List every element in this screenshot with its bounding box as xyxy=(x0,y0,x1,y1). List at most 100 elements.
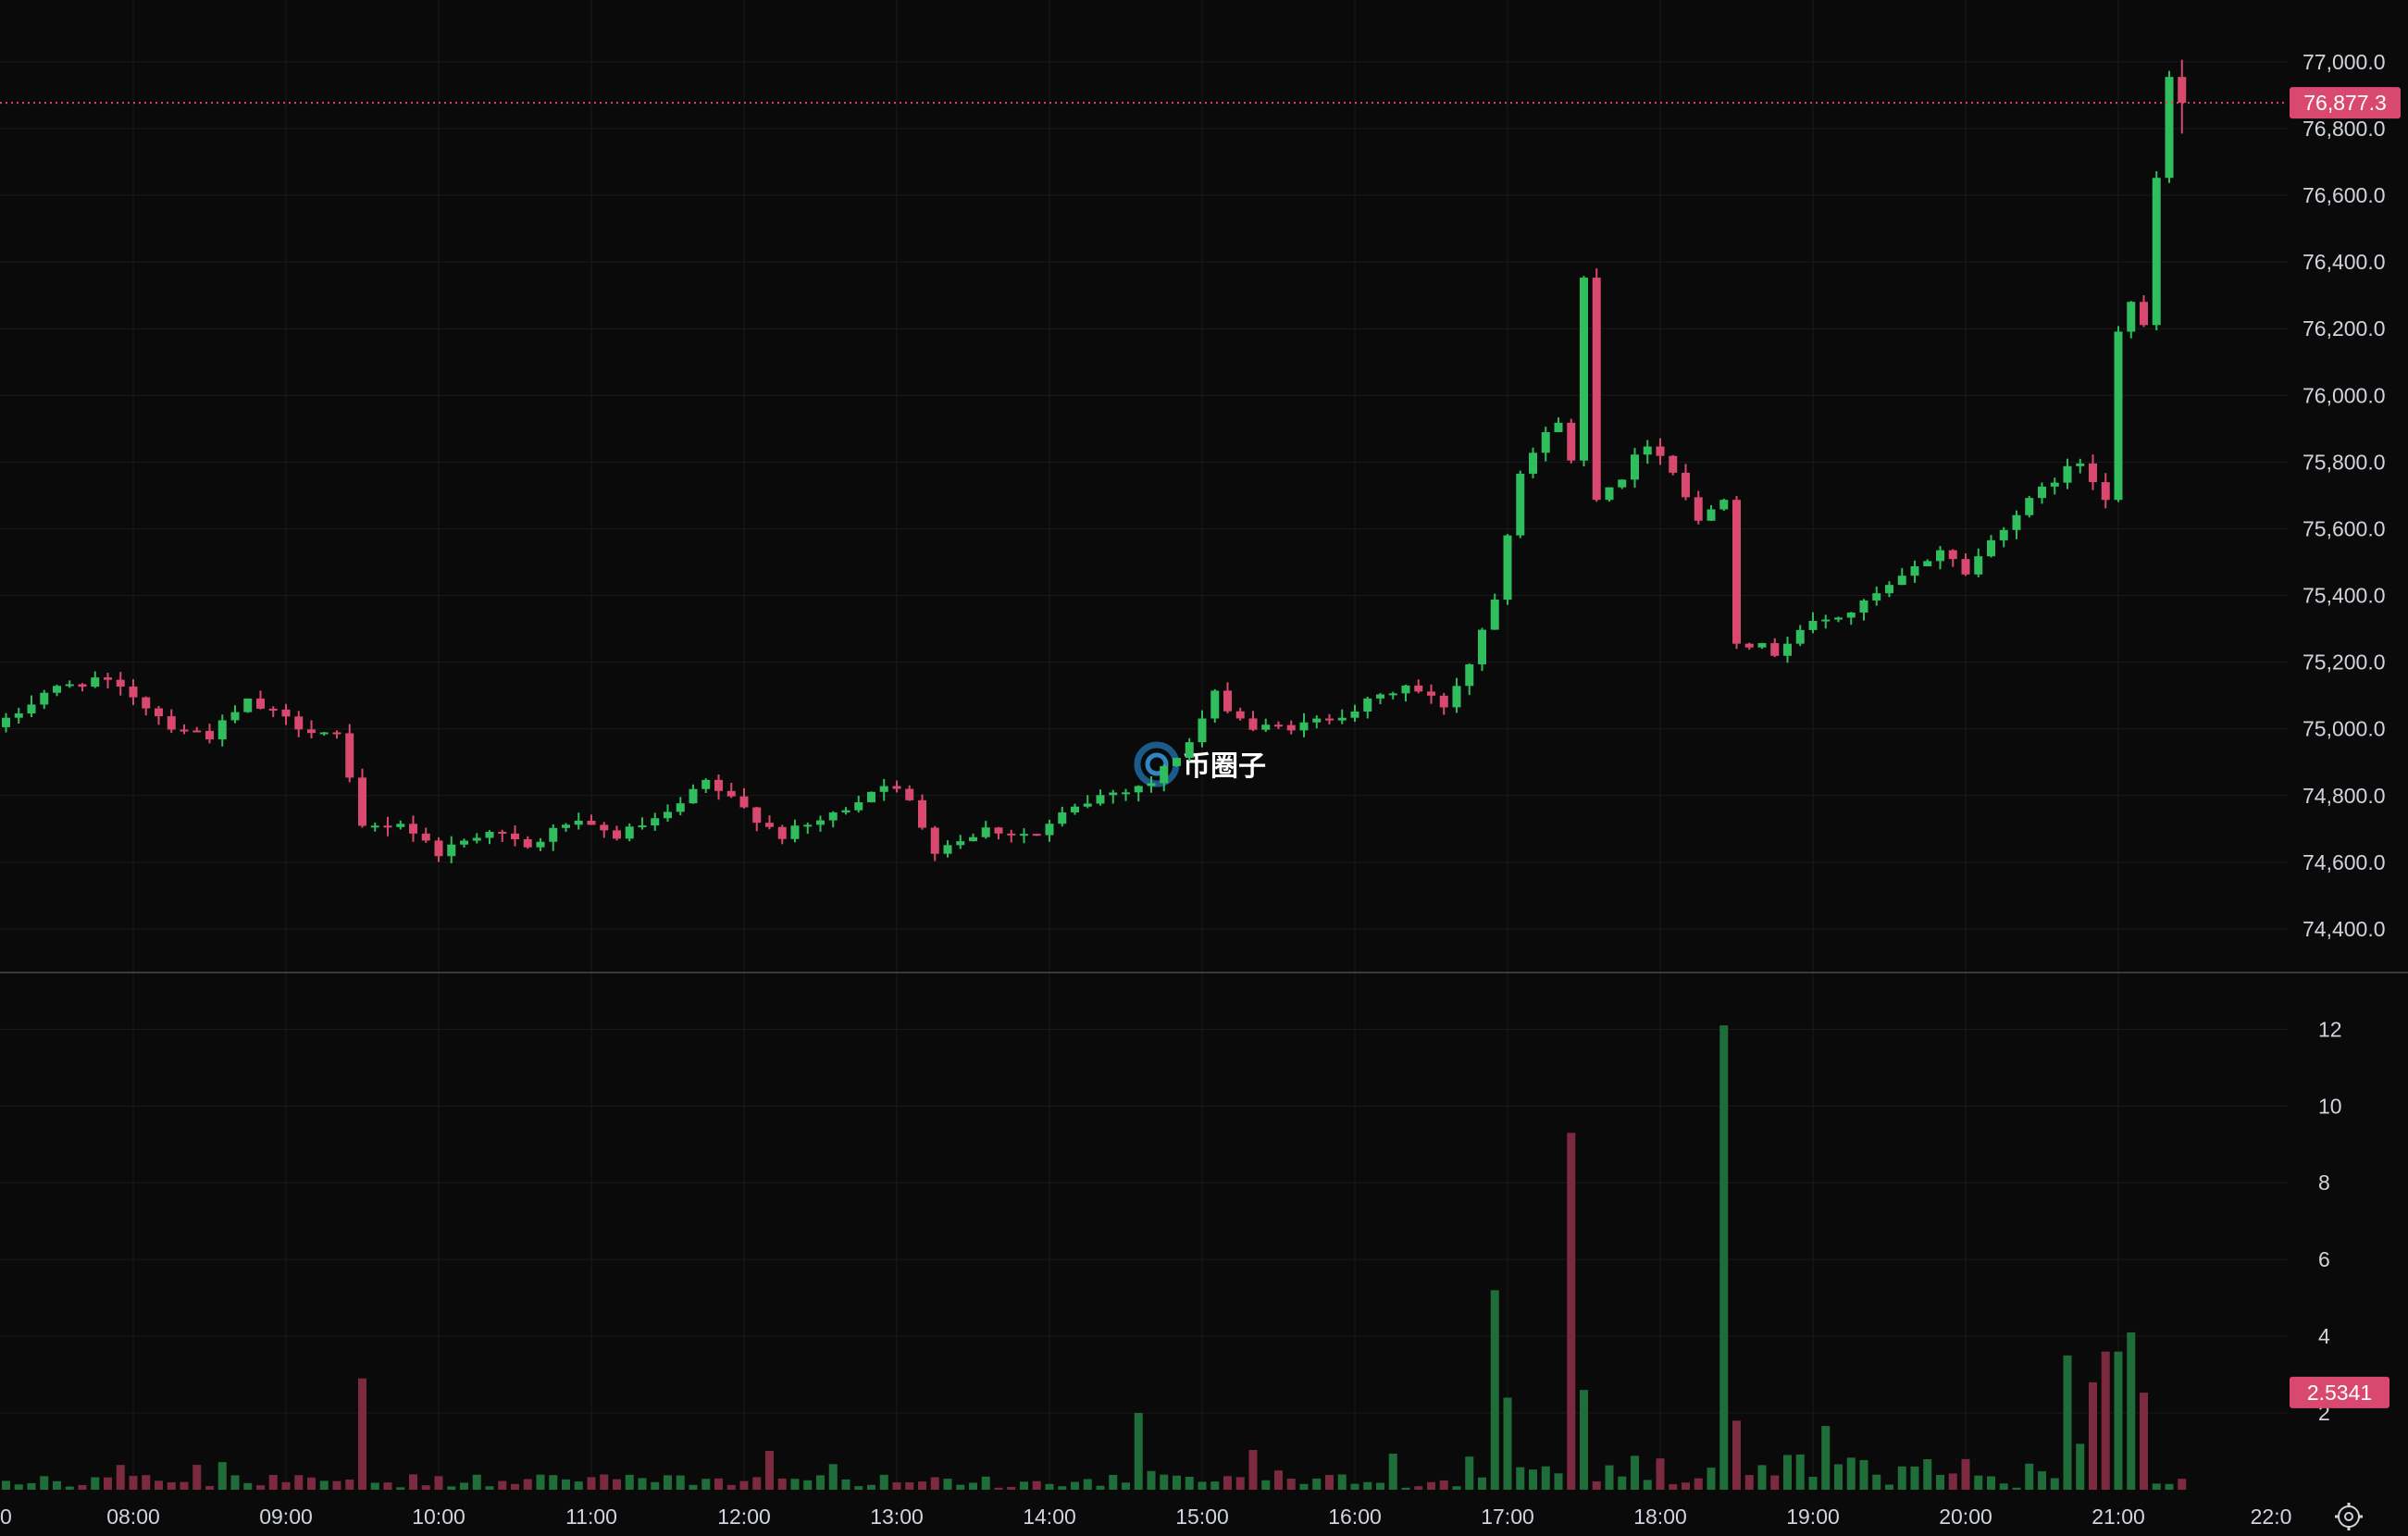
candle-body xyxy=(409,824,417,834)
candle-body xyxy=(205,730,214,740)
volume-bar xyxy=(2076,1443,2085,1490)
candle-body xyxy=(1261,725,1271,730)
candle-body xyxy=(2038,486,2046,499)
candle-body xyxy=(2127,302,2136,332)
volume-bar xyxy=(319,1480,329,1490)
candle-body xyxy=(434,840,443,857)
candle-body xyxy=(2025,498,2034,515)
candle-body xyxy=(1490,600,1499,630)
volume-bar xyxy=(358,1378,366,1490)
volume-bar xyxy=(777,1478,787,1490)
volume-bar xyxy=(1961,1458,1970,1490)
volume-bar xyxy=(472,1474,481,1490)
volume-bar xyxy=(1083,1479,1092,1490)
volume-bar xyxy=(841,1479,850,1490)
candle-body xyxy=(1185,742,1194,759)
volume-bar xyxy=(1936,1474,1944,1490)
volume-bar xyxy=(116,1465,125,1490)
volume-bar xyxy=(40,1476,49,1490)
candle-body xyxy=(2,717,10,727)
volume-bar xyxy=(1592,1480,1601,1490)
candle-body xyxy=(1134,786,1143,793)
candle-body xyxy=(1719,500,1729,510)
candle-body xyxy=(1350,711,1359,718)
candle-body xyxy=(1045,824,1054,836)
candle-body xyxy=(638,825,647,828)
volume-bar xyxy=(1846,1457,1856,1490)
candle-body xyxy=(1465,663,1474,687)
volume-bar xyxy=(1299,1483,1309,1490)
time-tick-label: 08:00 xyxy=(106,1505,160,1529)
volume-bar xyxy=(1147,1470,1156,1490)
candle-body xyxy=(981,827,990,837)
volume-tick-label: 4 xyxy=(2318,1324,2330,1348)
candle-body xyxy=(1427,691,1435,696)
candle-body xyxy=(116,679,125,687)
candle-body xyxy=(142,697,151,709)
price-axis[interactable]: 74,400.0 74,600.0 74,800.0 75,000.0 75,200.0… xyxy=(2302,50,2386,941)
candle-body xyxy=(498,831,507,834)
volume-bar xyxy=(2152,1483,2161,1490)
volume-bar xyxy=(1923,1459,1932,1490)
candle-body xyxy=(1961,559,1970,575)
candle-body xyxy=(91,677,100,687)
volume-bar xyxy=(1872,1474,1881,1490)
candle-body xyxy=(1643,446,1652,455)
candle-body xyxy=(676,803,685,812)
candle-body xyxy=(2050,482,2059,487)
candle-body xyxy=(1414,685,1423,692)
volume-tick-label: 8 xyxy=(2318,1171,2330,1195)
candle-body xyxy=(994,827,1003,834)
candle-body xyxy=(1388,693,1397,696)
candle-body xyxy=(2101,482,2110,501)
price-tick-label: 75,200.0 xyxy=(2302,650,2386,675)
price-tick-label: 75,400.0 xyxy=(2302,584,2386,608)
candle-body xyxy=(1974,556,1983,575)
gear-icon[interactable] xyxy=(2335,1503,2363,1530)
candle-body xyxy=(1478,629,1486,664)
volume-bar xyxy=(307,1477,316,1490)
candle-body xyxy=(460,840,468,845)
volume-bar xyxy=(1948,1473,1957,1490)
price-tick-label: 76,600.0 xyxy=(2302,183,2386,207)
candles xyxy=(2,59,2187,863)
candle-body xyxy=(256,698,265,709)
candle-body xyxy=(1770,643,1780,656)
candle-body xyxy=(1363,698,1372,712)
candle-body xyxy=(1173,758,1181,766)
price-tick-label: 76,400.0 xyxy=(2302,250,2386,274)
volume-bar xyxy=(1694,1478,1703,1490)
volume-bar xyxy=(1363,1481,1372,1490)
candle-body xyxy=(574,820,583,825)
time-tick-label: 21:00 xyxy=(2091,1505,2145,1529)
candle-body xyxy=(918,799,926,828)
time-axis[interactable]: 0 08:00 09:00 10:00 11:00 12:00 13:00 14:00 15:0… xyxy=(0,1505,2291,1529)
candle-body xyxy=(1694,497,1703,521)
candle-body xyxy=(2178,77,2187,104)
volume-bar xyxy=(180,1481,189,1490)
volume-bar xyxy=(867,1484,875,1490)
volume-bar xyxy=(803,1480,813,1490)
volume-bar xyxy=(2089,1381,2097,1490)
volume-bar xyxy=(1248,1449,1258,1490)
volume-bar xyxy=(256,1485,265,1490)
volume-bar xyxy=(854,1486,863,1490)
candle-body xyxy=(472,837,481,841)
candle-body xyxy=(217,720,227,740)
candle-body xyxy=(1325,718,1334,721)
volume-bar xyxy=(1999,1483,2008,1490)
volume-bar xyxy=(1376,1482,1384,1490)
candle-body xyxy=(536,841,545,848)
volume-bar xyxy=(1223,1476,1232,1490)
volume-bar xyxy=(1631,1455,1639,1490)
candle-body xyxy=(1795,629,1805,644)
volume-bar xyxy=(765,1451,774,1490)
candle-body xyxy=(1503,535,1512,601)
candle-body xyxy=(1707,509,1716,521)
candle-body xyxy=(243,698,253,712)
candle-body xyxy=(1198,718,1207,743)
time-tick-label: 22:0 xyxy=(2251,1505,2292,1529)
candle-body xyxy=(2152,178,2161,326)
